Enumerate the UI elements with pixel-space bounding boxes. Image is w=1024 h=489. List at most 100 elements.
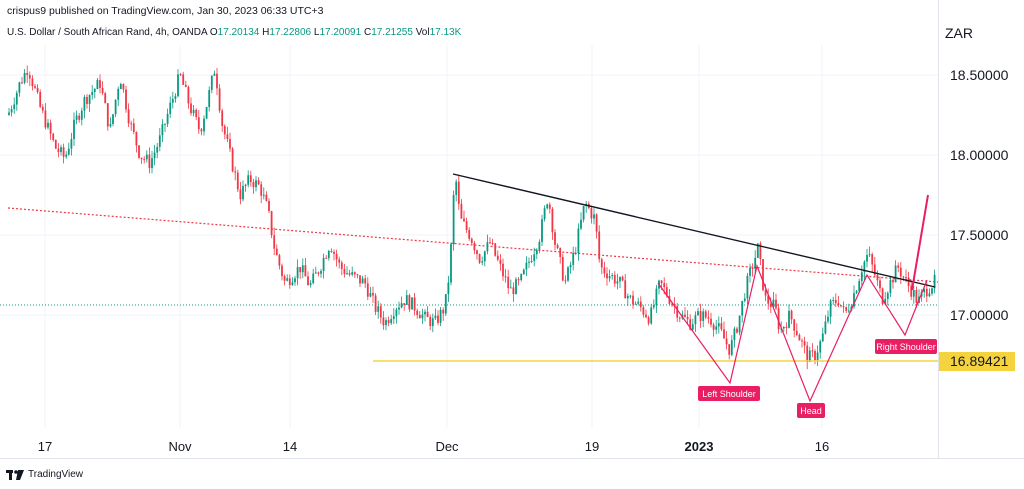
highlight-price-bg (939, 352, 1015, 371)
candle-body (829, 300, 832, 317)
candle (572, 246, 575, 271)
candle-body (299, 267, 302, 273)
candle (281, 263, 283, 281)
candle-body (166, 113, 169, 124)
candle-body (494, 243, 497, 256)
pattern-label-text: Head (800, 406, 822, 416)
candle (223, 124, 226, 140)
candle-body (743, 298, 746, 301)
candle (733, 326, 736, 348)
candle (847, 303, 850, 314)
candle (294, 275, 296, 286)
candle (73, 112, 75, 146)
candle (335, 249, 338, 267)
candle (278, 253, 281, 270)
candle-body (788, 310, 790, 328)
candle (99, 74, 101, 94)
candle (104, 91, 107, 104)
candle-body (567, 267, 569, 281)
candle-body (395, 309, 398, 317)
candle-body (231, 148, 234, 172)
candle-body (897, 265, 900, 268)
candle (808, 346, 811, 363)
candle (353, 271, 356, 278)
candle-body (18, 82, 21, 93)
candle (239, 182, 242, 205)
candle-body (554, 232, 556, 246)
candle (577, 223, 580, 261)
candle (291, 277, 294, 286)
candle (158, 128, 161, 152)
candle-body (535, 249, 538, 255)
candle-body (47, 122, 49, 128)
candle (819, 339, 822, 359)
candle-body (837, 303, 840, 306)
candle (915, 286, 918, 308)
candle-body (863, 261, 866, 273)
candle-body (416, 310, 419, 315)
candle-body (619, 276, 621, 282)
candle-body (840, 305, 842, 307)
candle (741, 300, 744, 323)
candle-body (54, 139, 57, 149)
candle-body (502, 263, 504, 277)
candle (634, 301, 637, 305)
candle-body (13, 104, 16, 110)
candle-body (741, 300, 744, 316)
candle-body (866, 255, 868, 262)
candle-body (736, 328, 738, 333)
candle-body (260, 184, 263, 196)
highlight-price-label: 16.89421 (939, 352, 1015, 371)
candle-body (442, 309, 445, 314)
candle-body (707, 317, 710, 319)
candle (598, 225, 601, 263)
candle (322, 253, 325, 279)
candle-body (855, 291, 858, 294)
candle-body (530, 260, 533, 262)
candle-body (785, 326, 788, 328)
candle-body (325, 257, 328, 259)
candle (275, 244, 278, 256)
low-value: 17.20091 (319, 27, 362, 38)
candle-body (179, 74, 182, 76)
footer: TradingView (6, 469, 83, 480)
candle-body (660, 280, 663, 284)
candle (613, 271, 616, 287)
candle-body (827, 316, 829, 322)
candle-body (764, 290, 767, 296)
candle (452, 190, 455, 251)
candle (403, 303, 406, 311)
candle (832, 296, 835, 305)
candle-body (190, 103, 192, 114)
candle-body (408, 295, 411, 310)
candle-body (795, 330, 798, 336)
candle (153, 144, 156, 166)
candle (912, 285, 915, 304)
candle-body (281, 265, 283, 277)
candle-body (49, 122, 52, 134)
candle-body (860, 272, 863, 282)
tradingview-logo-icon (6, 469, 24, 480)
candle (603, 261, 606, 278)
candle-body (80, 110, 83, 120)
candle (330, 248, 333, 253)
candle (590, 205, 593, 224)
candle (923, 287, 926, 298)
candle (60, 144, 62, 156)
candle (556, 243, 559, 250)
candle (340, 260, 343, 276)
candle (216, 67, 218, 96)
candle (694, 311, 697, 332)
candle-body (551, 208, 554, 233)
candle-body (923, 288, 926, 293)
candle-body (205, 107, 208, 119)
candle (530, 255, 533, 264)
candle (528, 257, 530, 269)
candle-body (621, 276, 624, 281)
candle (21, 76, 23, 85)
candle (871, 252, 874, 273)
candle (749, 263, 751, 283)
candle-body (616, 281, 619, 284)
candle (34, 83, 36, 90)
